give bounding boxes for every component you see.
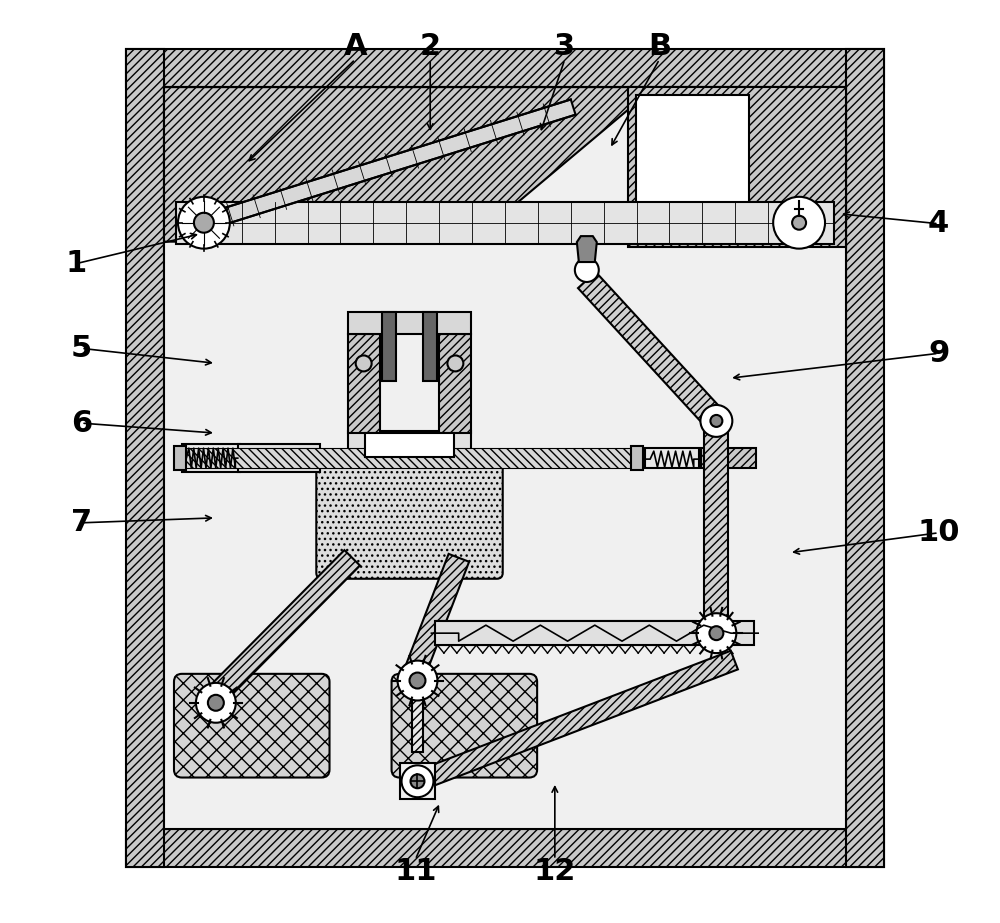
- Text: 9: 9: [928, 339, 949, 368]
- Text: 3: 3: [554, 31, 575, 61]
- Bar: [238, 444, 320, 472]
- Circle shape: [208, 695, 224, 711]
- Text: B: B: [648, 31, 671, 61]
- Bar: [174, 446, 186, 470]
- Text: 10: 10: [917, 519, 960, 547]
- Bar: [645, 449, 699, 468]
- Bar: [435, 621, 754, 645]
- Text: 1: 1: [66, 249, 87, 278]
- Circle shape: [696, 613, 736, 653]
- Polygon shape: [578, 272, 725, 429]
- Circle shape: [194, 212, 214, 233]
- FancyBboxPatch shape: [174, 674, 330, 777]
- Bar: [126, 49, 164, 867]
- Bar: [846, 49, 884, 867]
- Bar: [400, 763, 435, 799]
- Polygon shape: [414, 651, 738, 791]
- Bar: [126, 49, 884, 87]
- Polygon shape: [704, 421, 728, 621]
- Bar: [348, 312, 471, 333]
- Text: 7: 7: [71, 509, 92, 537]
- Text: A: A: [344, 31, 367, 61]
- Circle shape: [709, 626, 723, 641]
- Circle shape: [356, 355, 372, 371]
- Bar: [412, 701, 423, 752]
- Bar: [423, 312, 437, 381]
- Bar: [701, 449, 756, 468]
- Bar: [382, 312, 396, 381]
- Polygon shape: [202, 100, 576, 231]
- Circle shape: [402, 765, 433, 797]
- Circle shape: [792, 216, 806, 230]
- Bar: [176, 202, 834, 244]
- Circle shape: [410, 673, 425, 689]
- Polygon shape: [404, 554, 469, 677]
- Bar: [348, 431, 471, 463]
- FancyBboxPatch shape: [392, 674, 537, 777]
- Circle shape: [700, 405, 732, 437]
- Circle shape: [773, 197, 825, 248]
- Circle shape: [575, 258, 599, 282]
- Text: 6: 6: [71, 409, 92, 438]
- Bar: [437, 621, 696, 645]
- Bar: [636, 95, 749, 239]
- Polygon shape: [577, 236, 597, 262]
- Text: 4: 4: [928, 210, 949, 238]
- Circle shape: [196, 683, 236, 723]
- FancyBboxPatch shape: [316, 457, 503, 579]
- Circle shape: [398, 661, 437, 701]
- Text: 12: 12: [534, 857, 576, 886]
- Circle shape: [710, 415, 722, 427]
- Bar: [182, 444, 240, 472]
- Bar: [126, 829, 884, 867]
- Bar: [628, 87, 846, 246]
- Bar: [631, 446, 643, 470]
- Text: 11: 11: [394, 857, 437, 886]
- Bar: [182, 449, 635, 468]
- Bar: [164, 87, 846, 829]
- Bar: [439, 333, 471, 433]
- Bar: [348, 333, 380, 433]
- Circle shape: [447, 355, 463, 371]
- Polygon shape: [208, 550, 360, 703]
- Bar: [365, 433, 454, 457]
- Circle shape: [411, 774, 424, 788]
- Circle shape: [178, 197, 230, 248]
- Polygon shape: [164, 87, 655, 242]
- Text: 5: 5: [71, 334, 92, 363]
- Text: 2: 2: [420, 31, 441, 61]
